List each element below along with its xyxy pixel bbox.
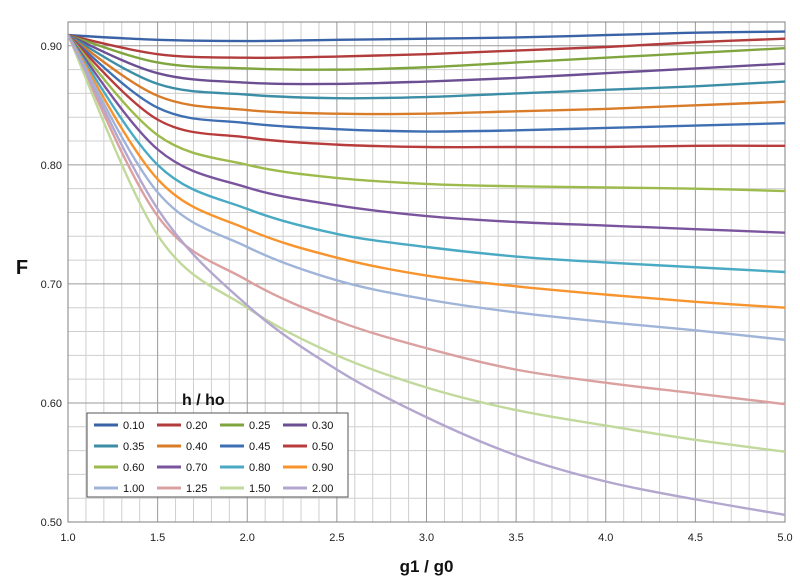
legend-item: 1.50 bbox=[220, 483, 270, 495]
legend-label: 0.60 bbox=[123, 462, 144, 474]
legend-label: 1.50 bbox=[249, 483, 270, 495]
legend-item: 0.40 bbox=[157, 441, 207, 453]
legend-item: 0.30 bbox=[283, 420, 333, 432]
legend: h / ho 0.10 0.20 0.25 0.300.35 0.40 0.45 0.500… bbox=[86, 392, 349, 498]
legend-label: 1.25 bbox=[186, 483, 207, 495]
x-tick-label: 2.5 bbox=[329, 532, 344, 544]
x-tick-label: 5.0 bbox=[777, 532, 792, 544]
series-line-1-00 bbox=[66, 34, 786, 342]
legend-box bbox=[86, 412, 349, 498]
legend-label: 0.30 bbox=[312, 420, 333, 432]
x-axis-title: g1 / g0 bbox=[400, 557, 454, 576]
legend-label: 0.50 bbox=[312, 441, 333, 453]
y-axis-tick-labels: 0.50 0.60 0.70 0.80 0.90 bbox=[41, 41, 62, 529]
series-line-0-90 bbox=[66, 34, 786, 309]
series-line-0-40 bbox=[67, 34, 786, 116]
y-axis-title: F bbox=[16, 257, 28, 279]
legend-label: 0.40 bbox=[186, 441, 207, 453]
legend-item: 0.80 bbox=[220, 462, 270, 474]
legend-item: 0.45 bbox=[220, 441, 270, 453]
x-axis-tick-labels: 1.0 1.5 2.0 2.5 3.0 3.5 4.0 4.5 5.0 bbox=[60, 532, 792, 544]
legend-title: h / ho bbox=[182, 392, 225, 409]
legend-label: 0.90 bbox=[312, 462, 333, 474]
legend-label: 1.00 bbox=[123, 483, 144, 495]
series-line-1-25 bbox=[66, 34, 786, 406]
y-tick-label: 0.50 bbox=[41, 517, 62, 529]
x-tick-label: 4.0 bbox=[598, 532, 613, 544]
legend-label: 0.70 bbox=[186, 462, 207, 474]
series-line-0-20 bbox=[67, 33, 786, 59]
x-tick-label: 1.5 bbox=[150, 532, 165, 544]
series-line-0-70 bbox=[67, 34, 786, 234]
series-line-0-25 bbox=[67, 33, 786, 71]
legend-item: 1.00 bbox=[94, 483, 144, 495]
series-line-0-50 bbox=[67, 34, 786, 149]
legend-label: 0.10 bbox=[123, 420, 144, 432]
y-tick-label: 0.90 bbox=[41, 41, 62, 53]
legend-label: 0.80 bbox=[249, 462, 270, 474]
series-line-0-30 bbox=[67, 33, 786, 86]
legend-item: 0.20 bbox=[157, 420, 207, 432]
legend-item: 0.25 bbox=[220, 420, 270, 432]
legend-item: 0.70 bbox=[157, 462, 207, 474]
series-line-0-60 bbox=[67, 34, 786, 193]
legend-label: 0.45 bbox=[249, 441, 270, 453]
x-tick-label: 3.0 bbox=[419, 532, 434, 544]
legend-label: 0.25 bbox=[249, 420, 270, 432]
legend-label: 0.20 bbox=[186, 420, 207, 432]
y-tick-label: 0.70 bbox=[41, 279, 62, 291]
legend-item: 0.10 bbox=[94, 420, 144, 432]
y-tick-label: 0.60 bbox=[41, 398, 62, 410]
legend-item: 0.50 bbox=[283, 441, 333, 453]
legend-item: 0.60 bbox=[94, 462, 144, 474]
legend-label: 0.35 bbox=[123, 441, 144, 453]
y-tick-label: 0.80 bbox=[41, 160, 62, 172]
series-line-2-00 bbox=[66, 34, 786, 517]
x-tick-label: 4.5 bbox=[688, 532, 703, 544]
legend-item: 0.90 bbox=[283, 462, 333, 474]
legend-item: 2.00 bbox=[283, 483, 333, 495]
legend-item: 1.25 bbox=[157, 483, 207, 495]
series-line-0-45 bbox=[67, 34, 786, 133]
x-tick-label: 2.0 bbox=[240, 532, 255, 544]
series-line-1-50 bbox=[66, 34, 786, 453]
x-tick-label: 1.0 bbox=[60, 532, 75, 544]
legend-items: 0.10 0.20 0.25 0.30 0.35 0.40 0.45 0.50 0.60 0.70… bbox=[94, 420, 333, 495]
series-lines bbox=[66, 30, 786, 517]
series-line-0-10 bbox=[67, 30, 786, 43]
series-line-0-35 bbox=[67, 34, 786, 100]
legend-item: 0.35 bbox=[94, 441, 144, 453]
legend-label: 2.00 bbox=[312, 483, 333, 495]
x-tick-label: 3.5 bbox=[508, 532, 523, 544]
series-line-0-80 bbox=[67, 34, 786, 274]
